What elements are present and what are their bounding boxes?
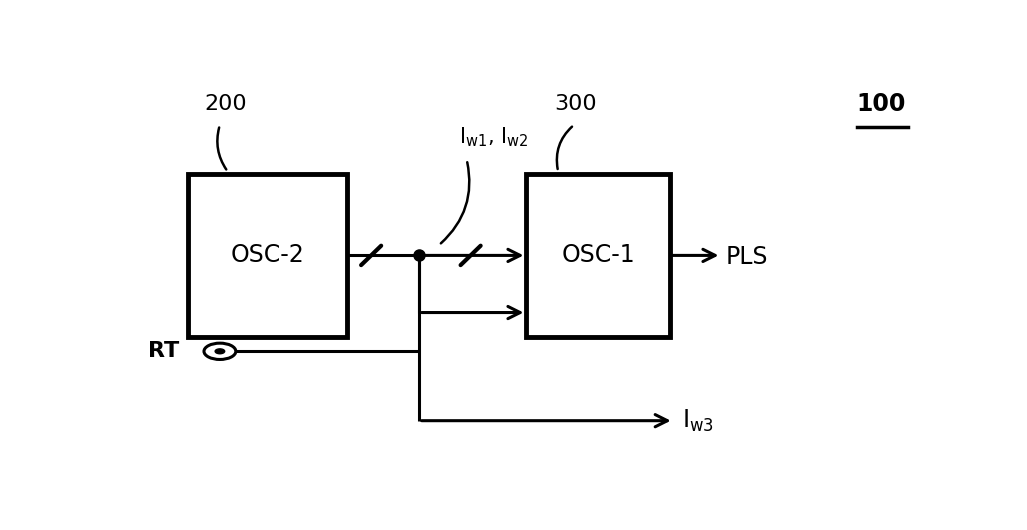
Text: OSC-2: OSC-2 (231, 243, 305, 268)
Text: $\mathsf{I_{w3}}$: $\mathsf{I_{w3}}$ (682, 408, 714, 434)
Text: 100: 100 (857, 92, 906, 117)
Circle shape (215, 349, 225, 354)
Text: 200: 200 (204, 94, 246, 114)
Text: 300: 300 (555, 94, 597, 114)
Text: $\mathsf{I_{w1}}$, $\mathsf{I_{w2}}$: $\mathsf{I_{w1}}$, $\mathsf{I_{w2}}$ (459, 125, 528, 149)
Bar (188, 174, 347, 337)
Text: OSC-1: OSC-1 (561, 243, 635, 268)
Text: PLS: PLS (725, 245, 768, 269)
Text: RT: RT (148, 341, 180, 361)
Bar (527, 174, 670, 337)
